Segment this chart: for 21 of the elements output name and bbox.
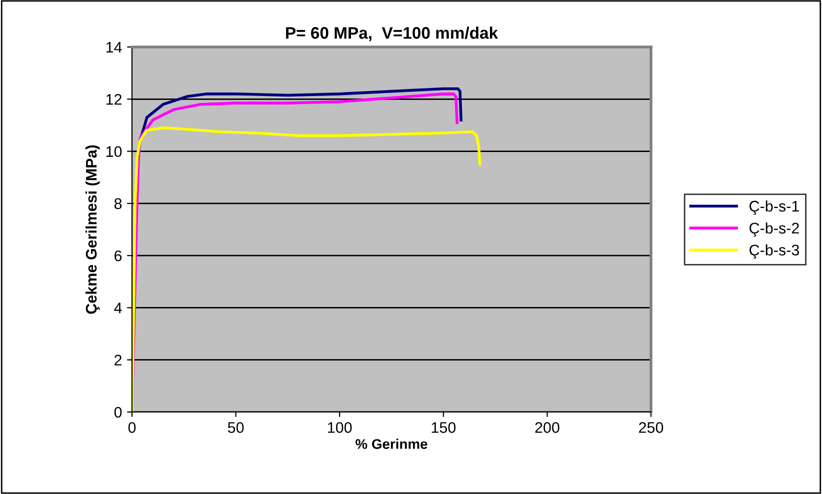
y-tick-label: 2	[114, 354, 122, 366]
legend-label: Ç-b-s-3	[750, 244, 800, 259]
x-tick-label: 150	[432, 422, 456, 433]
line-series	[132, 126, 482, 412]
x-tick-label: 100	[328, 422, 352, 433]
x-tick-label: 50	[228, 422, 244, 433]
x-tick-label: 250	[639, 422, 664, 433]
y-axis-title: Çekme Gerilmesi (MPa)	[85, 145, 100, 314]
y-tick-label: 6	[114, 250, 122, 262]
y-tick-label: 12	[106, 94, 122, 105]
y-tick-label: 0	[114, 406, 122, 418]
y-tick-label: 8	[114, 198, 122, 210]
x-tick-label: 200	[535, 422, 560, 433]
chart-title: P= 60 MPa, V=100 mm/dak	[286, 26, 498, 42]
y-tick-label: 10	[106, 146, 122, 157]
y-tick-label: 4	[114, 302, 122, 314]
x-axis-title: % Gerinme	[356, 438, 428, 449]
y-tick-label: 14	[106, 42, 122, 53]
legend-label: Ç-b-s-1	[750, 200, 799, 215]
legend-label: Ç-b-s-2	[750, 222, 799, 237]
x-tick-label: 0	[128, 422, 136, 433]
